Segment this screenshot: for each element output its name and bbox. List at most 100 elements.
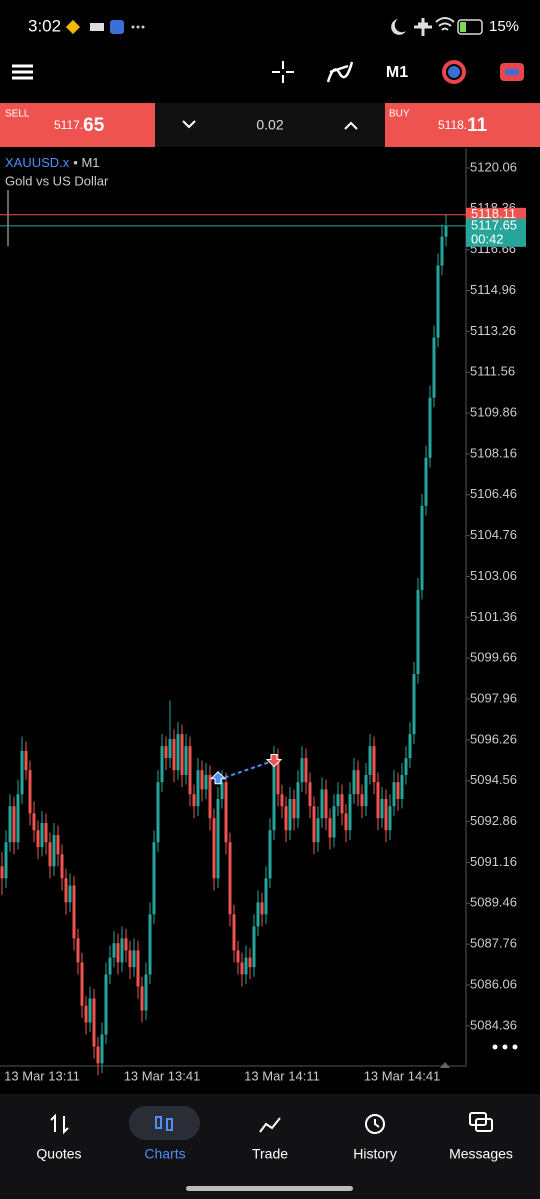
candle-body bbox=[320, 789, 324, 819]
candle-body bbox=[120, 938, 124, 963]
candle-body bbox=[28, 770, 32, 814]
y-tick-label: 5092.86 bbox=[470, 813, 517, 828]
candle-body bbox=[148, 914, 152, 975]
candle-body bbox=[204, 774, 208, 790]
candle-body bbox=[176, 734, 180, 771]
candle-body bbox=[332, 806, 336, 838]
trade-line bbox=[217, 759, 275, 781]
candle-body bbox=[296, 782, 300, 819]
candle-body bbox=[420, 505, 424, 590]
candle-body bbox=[380, 799, 384, 819]
nav-item[interactable]: Messages bbox=[449, 1146, 513, 1162]
candle-body bbox=[444, 225, 448, 237]
buy-price: 5118.11 bbox=[438, 115, 488, 136]
candle-body bbox=[184, 746, 188, 775]
candle-body bbox=[288, 799, 292, 831]
candle-body bbox=[192, 794, 196, 807]
candle-body bbox=[344, 813, 348, 831]
sell-button[interactable] bbox=[0, 103, 155, 147]
clock: 3:02 bbox=[28, 16, 61, 35]
candle-body bbox=[248, 957, 252, 968]
volume-down[interactable] bbox=[182, 120, 196, 129]
candle-body bbox=[64, 878, 68, 903]
candle-body bbox=[292, 799, 296, 819]
volume-up[interactable] bbox=[344, 121, 358, 130]
candle-body bbox=[100, 1034, 104, 1064]
scrollbar bbox=[7, 190, 9, 246]
menu-button[interactable] bbox=[12, 64, 33, 80]
candle-body bbox=[160, 746, 164, 783]
countdown: 00:42 bbox=[471, 231, 504, 246]
candle-body bbox=[440, 236, 444, 266]
plot: 5120.065118.365116.665114.965113.265111.… bbox=[0, 159, 526, 1083]
y-tick-label: 5101.36 bbox=[470, 609, 517, 624]
x-tick-label: 13 Mar 13:11 bbox=[4, 1068, 80, 1083]
nav-item[interactable]: Quotes bbox=[36, 1146, 81, 1162]
candle-body bbox=[152, 842, 156, 915]
nav-item[interactable]: Trade bbox=[252, 1146, 288, 1162]
crosshair-button[interactable] bbox=[272, 61, 294, 83]
candle-body bbox=[276, 758, 280, 795]
nav-items: Quotes Charts Trade History Messages bbox=[36, 1146, 512, 1162]
nav-item[interactable]: Charts bbox=[144, 1146, 185, 1162]
candle-body bbox=[12, 806, 16, 843]
candle-body bbox=[168, 738, 172, 759]
candle-body bbox=[244, 957, 248, 975]
ask-tag bbox=[466, 207, 526, 221]
trade-button[interactable] bbox=[500, 63, 524, 81]
home-indicator bbox=[186, 1186, 353, 1191]
candle-body bbox=[92, 998, 96, 1047]
candle-body bbox=[8, 806, 12, 843]
buy-price-small: 5118. bbox=[438, 118, 467, 132]
candle-body bbox=[360, 794, 364, 807]
y-tick-label: 5099.66 bbox=[470, 650, 517, 665]
symbol-name: XAUUSD.x bbox=[5, 155, 70, 170]
more-button[interactable] bbox=[492, 1044, 518, 1050]
candle-body bbox=[84, 1005, 88, 1023]
candle-body bbox=[356, 770, 360, 795]
candle-body bbox=[424, 457, 428, 506]
candle-body bbox=[240, 962, 244, 975]
candle-body bbox=[108, 957, 112, 975]
candle-body bbox=[436, 265, 440, 338]
candle-body bbox=[304, 758, 308, 783]
objects-button[interactable] bbox=[442, 60, 466, 84]
candle-body bbox=[44, 823, 48, 843]
candle-body bbox=[104, 974, 108, 1035]
x-tick-label: 13 Mar 14:11 bbox=[244, 1068, 320, 1083]
buy-button[interactable] bbox=[385, 103, 540, 147]
y-tick-label: 5086.06 bbox=[470, 976, 517, 991]
candle-body bbox=[336, 794, 340, 807]
y-tick-label: 5109.86 bbox=[470, 405, 517, 420]
symbol-description: Gold vs US Dollar bbox=[5, 173, 109, 188]
candle-body bbox=[216, 799, 220, 879]
candle-body bbox=[128, 950, 132, 968]
y-tick-label: 5096.26 bbox=[470, 731, 517, 746]
y-tick-label: 5091.16 bbox=[470, 854, 517, 869]
nav-active-pill bbox=[129, 1106, 200, 1140]
indicators-button[interactable] bbox=[326, 61, 354, 83]
y-tick-label: 5111.56 bbox=[470, 364, 515, 379]
nav-item[interactable]: History bbox=[353, 1146, 397, 1162]
candle-body bbox=[68, 885, 72, 903]
candle-body bbox=[252, 926, 256, 968]
candle-body bbox=[76, 938, 80, 963]
candle-body bbox=[40, 823, 44, 848]
candle-body bbox=[48, 842, 52, 867]
buy-label: BUY bbox=[389, 109, 410, 120]
candle-body bbox=[416, 589, 420, 675]
volume-panel bbox=[155, 103, 385, 147]
candle-body bbox=[232, 914, 236, 951]
candle-body bbox=[284, 806, 288, 831]
candle-body bbox=[388, 806, 392, 831]
timeframe-button[interactable]: M1 bbox=[386, 64, 408, 81]
candle-body bbox=[328, 818, 332, 838]
bid-tag bbox=[466, 218, 526, 247]
scroll-end[interactable] bbox=[440, 1062, 450, 1068]
candle-body bbox=[324, 789, 328, 819]
volume[interactable]: 0.02 bbox=[256, 117, 283, 133]
entry-arrow bbox=[209, 771, 227, 785]
candle-body bbox=[308, 782, 312, 807]
candle-body bbox=[96, 1046, 100, 1064]
candle-body bbox=[116, 943, 120, 963]
